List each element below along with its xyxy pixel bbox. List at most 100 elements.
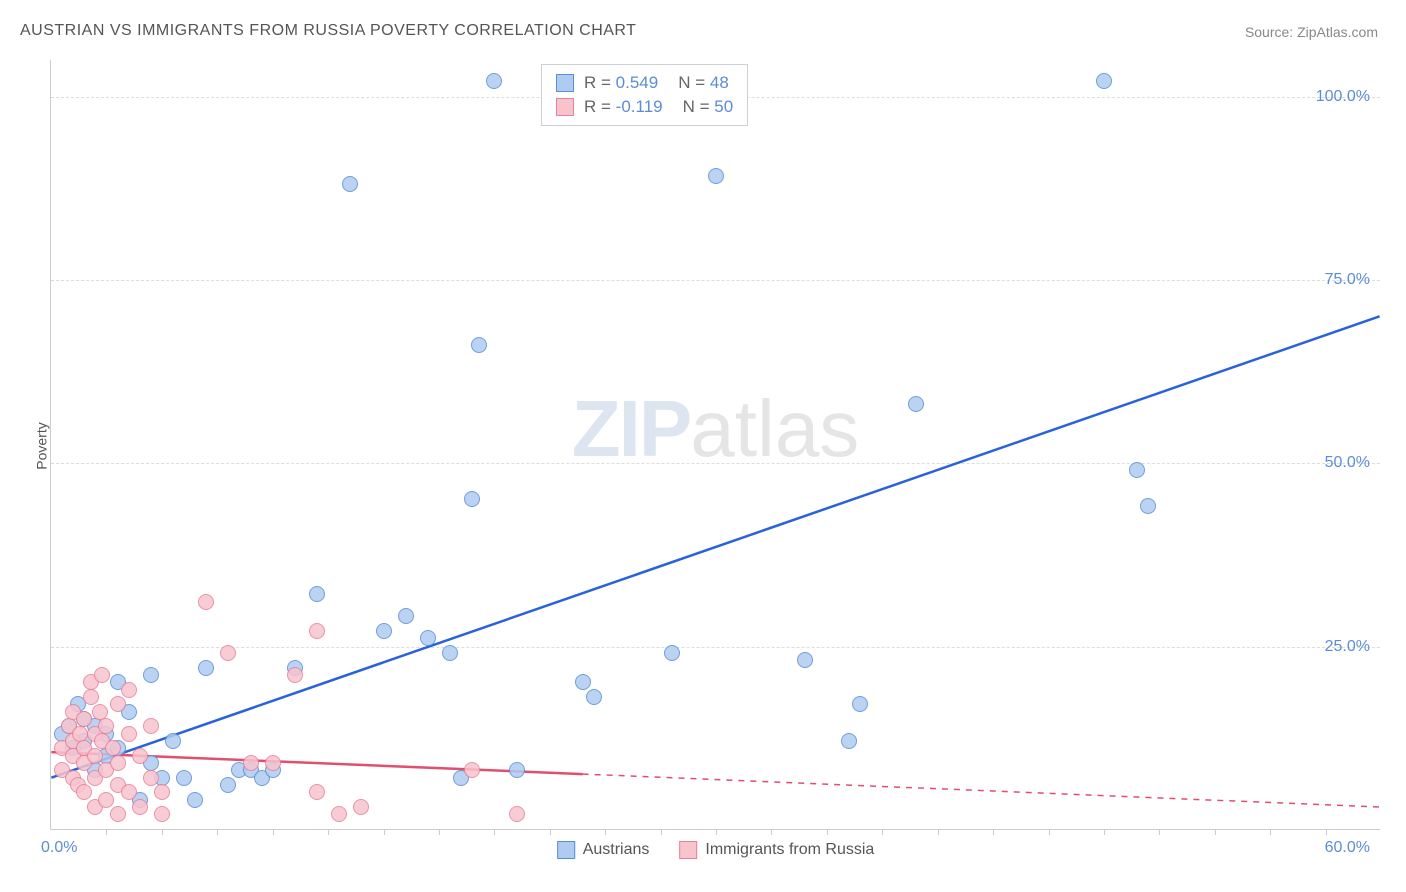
x-tick xyxy=(993,829,994,835)
x-tick xyxy=(938,829,939,835)
scatter-point xyxy=(83,689,99,705)
scatter-point xyxy=(143,718,159,734)
stats-n: N = 48 xyxy=(678,73,729,93)
scatter-point xyxy=(509,762,525,778)
scatter-point xyxy=(464,491,480,507)
stats-r: R = -0.119 xyxy=(584,97,663,117)
scatter-point xyxy=(1096,73,1112,89)
source-attribution: Source: ZipAtlas.com xyxy=(1245,24,1378,40)
scatter-point xyxy=(486,73,502,89)
x-tick xyxy=(827,829,828,835)
y-tick-label: 50.0% xyxy=(1325,454,1370,472)
watermark-zip: ZIP xyxy=(572,384,690,473)
x-tick xyxy=(162,829,163,835)
scatter-point xyxy=(287,667,303,683)
legend-item: Austrians xyxy=(557,841,650,859)
scatter-point xyxy=(87,748,103,764)
x-tick xyxy=(217,829,218,835)
scatter-point xyxy=(309,784,325,800)
scatter-point xyxy=(94,667,110,683)
legend-swatch xyxy=(679,841,697,859)
x-axis-start-label: 0.0% xyxy=(41,839,77,857)
stats-n: N = 50 xyxy=(683,97,734,117)
legend-swatch xyxy=(556,98,574,116)
bottom-legend: Austrians Immigrants from Russia xyxy=(557,841,875,859)
x-tick xyxy=(771,829,772,835)
x-tick xyxy=(550,829,551,835)
scatter-point xyxy=(342,176,358,192)
x-tick xyxy=(1049,829,1050,835)
scatter-point xyxy=(76,711,92,727)
scatter-point xyxy=(110,806,126,822)
scatter-point xyxy=(908,396,924,412)
source-prefix: Source: xyxy=(1245,24,1297,40)
y-axis-label: Poverty xyxy=(34,422,50,469)
scatter-point xyxy=(143,770,159,786)
scatter-point xyxy=(586,689,602,705)
x-tick xyxy=(106,829,107,835)
scatter-point xyxy=(575,674,591,690)
scatter-point xyxy=(243,755,259,771)
scatter-point xyxy=(121,784,137,800)
scatter-point xyxy=(72,726,88,742)
scatter-point xyxy=(1129,462,1145,478)
stats-r: R = 0.549 xyxy=(584,73,658,93)
scatter-point xyxy=(353,799,369,815)
scatter-point xyxy=(143,667,159,683)
scatter-point xyxy=(76,784,92,800)
stats-row: R = 0.549 N = 48 xyxy=(556,71,733,95)
scatter-point xyxy=(309,623,325,639)
watermark: ZIPatlas xyxy=(572,383,859,475)
scatter-point xyxy=(110,755,126,771)
scatter-point xyxy=(187,792,203,808)
scatter-point xyxy=(176,770,192,786)
x-tick xyxy=(1104,829,1105,835)
scatter-point xyxy=(331,806,347,822)
scatter-point xyxy=(220,645,236,661)
y-tick-label: 75.0% xyxy=(1325,271,1370,289)
scatter-point xyxy=(797,652,813,668)
stats-row: R = -0.119 N = 50 xyxy=(556,95,733,119)
scatter-point xyxy=(420,630,436,646)
scatter-point xyxy=(265,755,281,771)
scatter-point xyxy=(309,586,325,602)
scatter-point xyxy=(121,682,137,698)
x-tick xyxy=(273,829,274,835)
scatter-point xyxy=(132,748,148,764)
x-tick xyxy=(328,829,329,835)
scatter-point xyxy=(464,762,480,778)
scatter-point xyxy=(121,726,137,742)
scatter-point xyxy=(664,645,680,661)
scatter-point xyxy=(376,623,392,639)
x-tick xyxy=(716,829,717,835)
scatter-point xyxy=(98,718,114,734)
scatter-point xyxy=(154,784,170,800)
trendline-dashed xyxy=(583,774,1380,807)
x-tick xyxy=(605,829,606,835)
x-tick xyxy=(1159,829,1160,835)
legend-label: Austrians xyxy=(583,841,650,859)
y-tick-label: 25.0% xyxy=(1325,638,1370,656)
scatter-point xyxy=(442,645,458,661)
scatter-point xyxy=(841,733,857,749)
scatter-point xyxy=(98,792,114,808)
scatter-point xyxy=(1140,498,1156,514)
scatter-point xyxy=(132,799,148,815)
scatter-point xyxy=(220,777,236,793)
x-tick xyxy=(439,829,440,835)
x-tick xyxy=(661,829,662,835)
scatter-point xyxy=(509,806,525,822)
scatter-point xyxy=(92,704,108,720)
scatter-point xyxy=(165,733,181,749)
legend-swatch xyxy=(556,74,574,92)
gridline xyxy=(51,280,1380,281)
source-name: ZipAtlas.com xyxy=(1297,24,1378,40)
scatter-point xyxy=(198,660,214,676)
chart-plot-area: ZIPatlas 25.0%50.0%75.0%100.0% R = 0.549… xyxy=(50,60,1380,830)
scatter-point xyxy=(708,168,724,184)
chart-title: AUSTRIAN VS IMMIGRANTS FROM RUSSIA POVER… xyxy=(20,22,636,40)
x-tick xyxy=(384,829,385,835)
trendline-solid xyxy=(51,316,1379,777)
scatter-point xyxy=(398,608,414,624)
legend-item: Immigrants from Russia xyxy=(679,841,874,859)
